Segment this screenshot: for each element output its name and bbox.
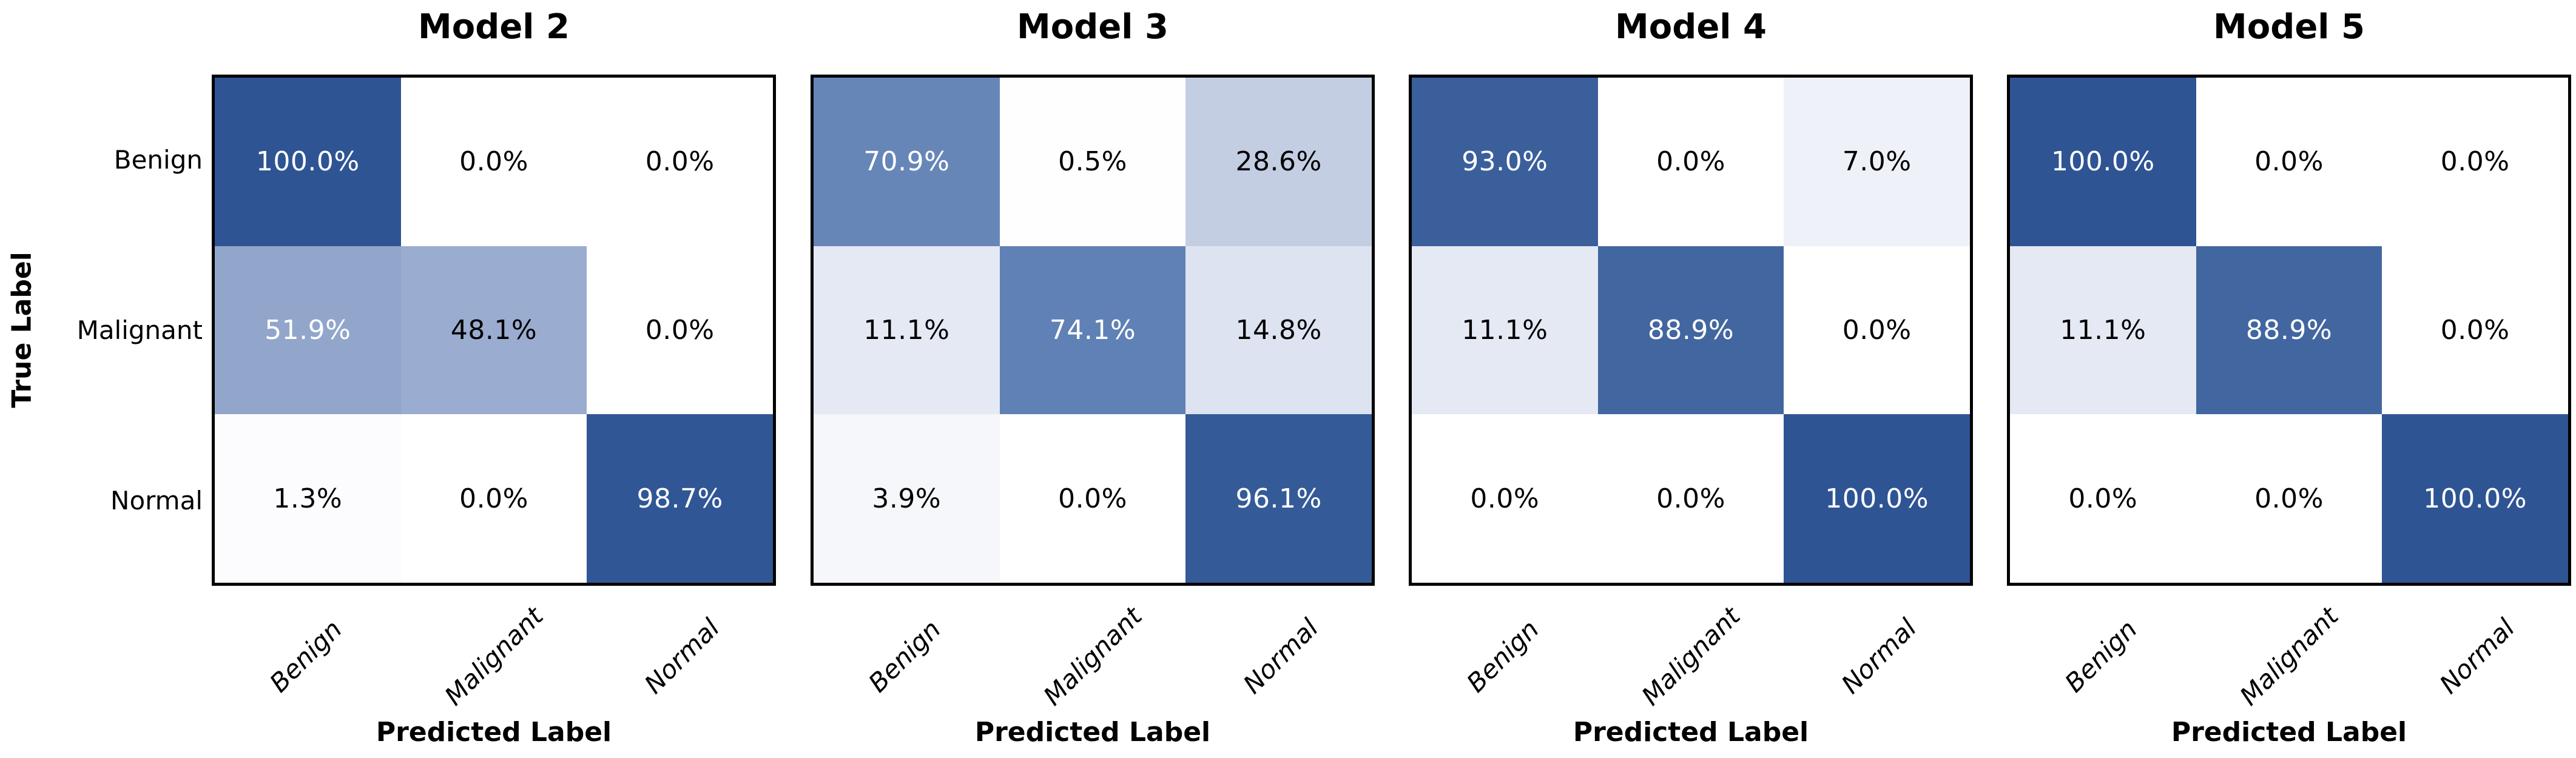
matrix-cell-r1c0: 11.1% — [2010, 246, 2196, 415]
matrix-cell-r0c2: 0.0% — [587, 78, 773, 246]
matrix-cell-r1c1: 88.9% — [2196, 246, 2382, 415]
y-tick-benign: Benign — [113, 145, 203, 175]
matrix-cell-r0c2: 28.6% — [1185, 78, 1372, 246]
matrix-cell-r1c1: 88.9% — [1597, 246, 1784, 415]
matrix-cell-r2c2: 98.7% — [587, 414, 773, 583]
matrix-cell-r0c1: 0.5% — [999, 78, 1186, 246]
y-tick-normal: Normal — [110, 486, 203, 515]
x-axis-title-model-5: Predicted Label — [2171, 717, 2407, 748]
matrix-cell-r2c1: 0.0% — [999, 414, 1186, 583]
x-axis-title-model-2: Predicted Label — [376, 717, 612, 748]
matrix-cell-r1c2: 14.8% — [1185, 246, 1372, 415]
matrix-cell-r2c1: 0.0% — [1597, 414, 1784, 583]
matrix-cell-r2c0: 0.0% — [1412, 414, 1598, 583]
x-tick-label-malignant: Malignant — [1636, 601, 1746, 711]
x-axis-title-model-3: Predicted Label — [974, 717, 1211, 748]
y-tick-malignant: Malignant — [76, 315, 203, 345]
matrix-cell-r0c1: 0.0% — [2196, 78, 2382, 246]
x-tick-label-benign: Benign — [862, 614, 947, 699]
matrix-cell-r1c1: 74.1% — [999, 246, 1186, 415]
matrix-cell-r1c1: 48.1% — [400, 246, 587, 415]
matrix-cell-r2c1: 0.0% — [400, 414, 587, 583]
panel-model-5: Model 5 100.0% 0.0% 0.0% 11.1% 88.9% 0.0% 0.0% 0… — [2007, 0, 2571, 758]
matrix-cell-r2c1: 0.0% — [2196, 414, 2382, 583]
x-tick-label-normal: Normal — [638, 612, 726, 700]
matrix-cell-r1c2: 0.0% — [1784, 246, 1970, 415]
matrix-cell-r1c2: 0.0% — [2382, 246, 2568, 415]
matrix-cell-r0c0: 100.0% — [2010, 78, 2196, 246]
panel-title-model-4: Model 4 — [1615, 7, 1767, 47]
matrix-cell-r1c2: 0.0% — [587, 246, 773, 415]
x-tick-label-benign: Benign — [1460, 614, 1545, 699]
x-tick-label-malignant: Malignant — [2234, 601, 2344, 711]
x-tick-label-normal: Normal — [1835, 612, 1923, 700]
matrix-cell-r0c0: 70.9% — [814, 78, 1000, 246]
matrix-cell-r2c2: 100.0% — [1784, 414, 1970, 583]
matrix-cell-r0c1: 0.0% — [400, 78, 587, 246]
matrix-cell-r2c0: 0.0% — [2010, 414, 2196, 583]
matrix-cell-r1c0: 11.1% — [814, 246, 1000, 415]
panel-model-4: Model 4 93.0% 0.0% 7.0% 11.1% 88.9% 0.0% 0.0% 0.… — [1409, 0, 1973, 758]
confusion-matrix-model-3: 70.9% 0.5% 28.6% 11.1% 74.1% 14.8% 3.9% 0.0% 96.… — [811, 75, 1375, 586]
confusion-matrix-model-2: 100.0% 0.0% 0.0% 51.9% 48.1% 0.0% 1.3% 0.0% 98.7… — [212, 75, 776, 586]
matrix-cell-r2c2: 96.1% — [1185, 414, 1372, 583]
x-tick-label-benign: Benign — [263, 614, 348, 699]
matrix-cell-r1c0: 51.9% — [215, 246, 401, 415]
matrix-cell-r0c2: 7.0% — [1784, 78, 1970, 246]
x-tick-label-malignant: Malignant — [439, 601, 549, 711]
panel-model-2: Model 2 100.0% 0.0% 0.0% 51.9% 48.1% 0.0% 1.3% 0… — [212, 0, 776, 758]
panel-model-3: Model 3 70.9% 0.5% 28.6% 11.1% 74.1% 14.8% 3.9%… — [811, 0, 1375, 758]
x-axis-title-model-4: Predicted Label — [1573, 717, 1809, 748]
matrix-cell-r0c0: 93.0% — [1412, 78, 1598, 246]
matrix-cell-r2c2: 100.0% — [2382, 414, 2568, 583]
x-tick-label-normal: Normal — [1237, 612, 1324, 700]
panel-title-model-5: Model 5 — [2213, 7, 2365, 47]
confusion-matrix-model-5: 100.0% 0.0% 0.0% 11.1% 88.9% 0.0% 0.0% 0.0% 100.… — [2007, 75, 2571, 586]
matrix-cell-r0c1: 0.0% — [1597, 78, 1784, 246]
matrix-cell-r2c0: 1.3% — [215, 414, 401, 583]
panel-title-model-2: Model 2 — [418, 7, 570, 47]
panel-title-model-3: Model 3 — [1017, 7, 1168, 47]
x-tick-label-benign: Benign — [2058, 614, 2143, 699]
matrix-cell-r0c2: 0.0% — [2382, 78, 2568, 246]
matrix-cell-r0c0: 100.0% — [215, 78, 401, 246]
x-tick-label-malignant: Malignant — [1037, 601, 1148, 711]
matrix-cell-r1c0: 11.1% — [1412, 246, 1598, 415]
x-tick-label-normal: Normal — [2433, 612, 2521, 700]
matrix-cell-r2c0: 3.9% — [814, 414, 1000, 583]
confusion-matrix-model-4: 93.0% 0.0% 7.0% 11.1% 88.9% 0.0% 0.0% 0.0% 100.0… — [1409, 75, 1973, 586]
